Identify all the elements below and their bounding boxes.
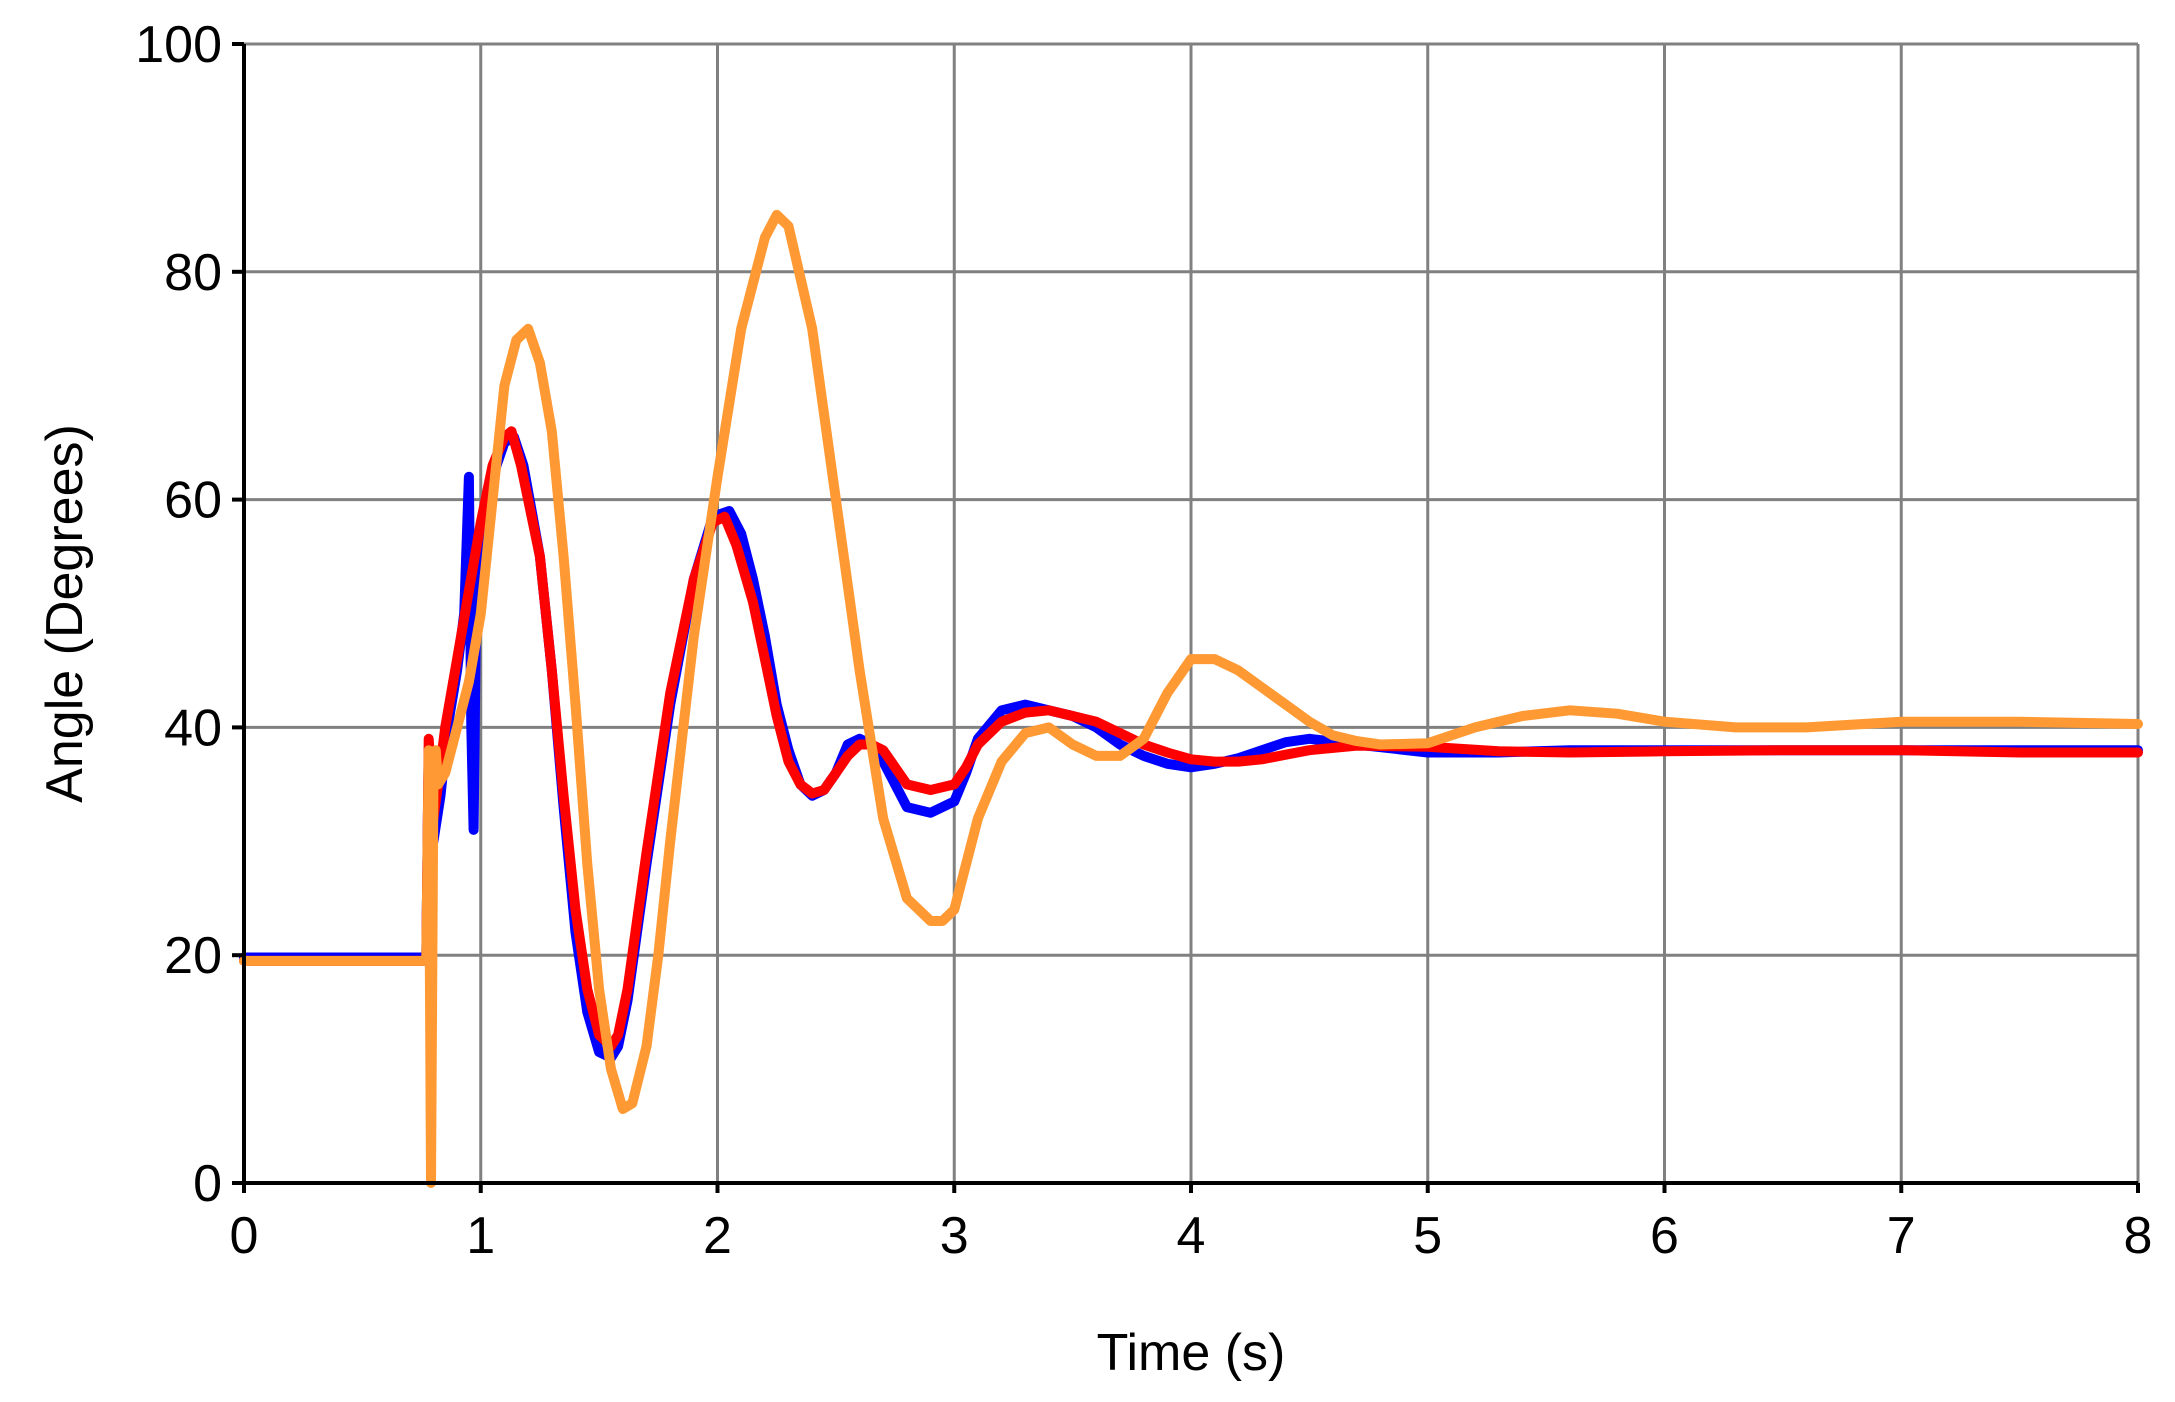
y-tick-label: 0 (193, 1155, 222, 1213)
x-tick-label: 6 (1650, 1207, 1679, 1265)
x-tick-label: 7 (1887, 1207, 1916, 1265)
series-group (239, 209, 2143, 1188)
x-tick-label: 1 (466, 1207, 495, 1265)
x-axis-label: Time (s) (1097, 1324, 1286, 1382)
y-tick-label: 40 (164, 699, 222, 757)
x-tick-label: 3 (940, 1207, 969, 1265)
x-tick-label: 2 (703, 1207, 732, 1265)
x-tick-label: 5 (1413, 1207, 1442, 1265)
x-tick-label: 0 (230, 1207, 259, 1265)
x-tick-label: 8 (2124, 1207, 2153, 1265)
y-tick-label: 20 (164, 927, 222, 985)
x-tick-label: 4 (1177, 1207, 1206, 1265)
y-tick-label: 80 (164, 244, 222, 302)
grid (244, 42, 2140, 1183)
axes (232, 42, 2140, 1193)
tick-labels: 0 20 40 60 80 100 0 1 2 3 4 5 6 7 8 (135, 16, 2152, 1265)
series-line-2 (239, 209, 2143, 1188)
y-axis-label: Angle (Degrees) (36, 424, 94, 803)
y-tick-label: 100 (135, 16, 222, 74)
y-tick-label: 60 (164, 472, 222, 530)
series-line-1 (239, 426, 2143, 1052)
